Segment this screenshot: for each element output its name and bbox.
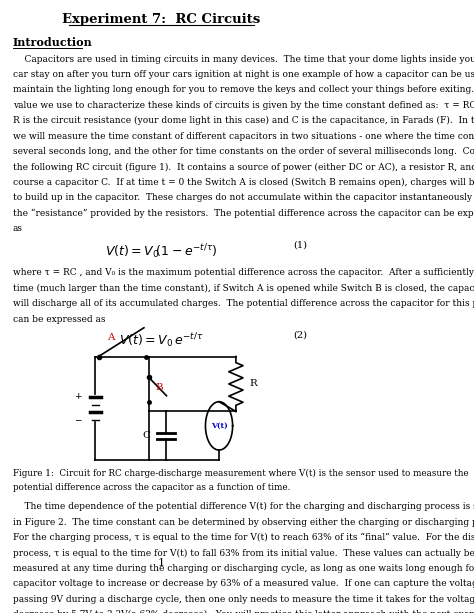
Text: as: as	[13, 224, 23, 233]
Text: R: R	[249, 379, 257, 389]
Text: Experiment 7:  RC Circuits: Experiment 7: RC Circuits	[63, 13, 261, 26]
Text: maintain the lighting long enough for you to remove the keys and collect your th: maintain the lighting long enough for yo…	[13, 85, 474, 94]
Text: For the charging process, τ is equal to the time for V(t) to reach 63% of its “f: For the charging process, τ is equal to …	[13, 533, 474, 543]
Text: will discharge all of its accumulated charges.  The potential difference across : will discharge all of its accumulated ch…	[13, 299, 474, 308]
Text: measured at any time during the charging or discharging cycle, as long as one wa: measured at any time during the charging…	[13, 564, 474, 573]
Text: $V(t) = V_0\,e^{-t/\tau}$: $V(t) = V_0\,e^{-t/\tau}$	[119, 332, 204, 351]
Text: to build up in the capacitor.  These charges do not accumulate within the capaci: to build up in the capacitor. These char…	[13, 193, 474, 202]
Text: The time dependence of the potential difference V(t) for the charging and discha: The time dependence of the potential dif…	[13, 502, 474, 511]
Text: B: B	[155, 383, 163, 392]
Text: −: −	[74, 415, 82, 424]
Text: process, τ is equal to the time for V(t) to fall 63% from its initial value.  Th: process, τ is equal to the time for V(t)…	[13, 549, 474, 558]
Text: C: C	[142, 431, 150, 440]
Text: car stay on after you turn off your cars ignition at night is one example of how: car stay on after you turn off your cars…	[13, 70, 474, 79]
Text: 1: 1	[158, 558, 165, 568]
Text: (2): (2)	[293, 330, 307, 339]
Text: where τ = RC , and V₀ is the maximum potential difference across the capacitor. : where τ = RC , and V₀ is the maximum pot…	[13, 268, 474, 278]
Text: in Figure 2.  The time constant can be determined by observing either the chargi: in Figure 2. The time constant can be de…	[13, 517, 474, 527]
Text: +: +	[74, 392, 82, 402]
Text: A: A	[107, 333, 114, 342]
Text: Figure 1:  Circuit for RC charge-discharge measurement where V(t) is the sensor : Figure 1: Circuit for RC charge-discharg…	[13, 470, 469, 478]
Text: capacitor voltage to increase or decrease by 63% of a measured value.  If one ca: capacitor voltage to increase or decreas…	[13, 579, 474, 588]
Text: $V(t) = V_0\!\left(1 - e^{-t/\tau}\right)$: $V(t) = V_0\!\left(1 - e^{-t/\tau}\right…	[105, 242, 218, 261]
Text: course a capacitor C.  If at time t = 0 the Switch A is closed (Switch B remains: course a capacitor C. If at time t = 0 t…	[13, 178, 474, 187]
Text: value we use to characterize these kinds of circuits is given by the time consta: value we use to characterize these kinds…	[13, 101, 474, 110]
Text: Capacitors are used in timing circuits in many devices.  The time that your dome: Capacitors are used in timing circuits i…	[13, 55, 474, 64]
Text: V(t): V(t)	[210, 422, 228, 430]
Text: decrease by 5.7V to 3.3V(a 63% decrease).  You will practice this latter approac: decrease by 5.7V to 3.3V(a 63% decrease)…	[13, 610, 474, 613]
Text: Introduction: Introduction	[13, 37, 93, 48]
Text: R is the circuit resistance (your dome light in this case) and C is the capacita: R is the circuit resistance (your dome l…	[13, 116, 474, 126]
Text: passing 9V during a discharge cycle, then one only needs to measure the time it : passing 9V during a discharge cycle, the…	[13, 595, 474, 604]
Text: the following RC circuit (figure 1).  It contains a source of power (either DC o: the following RC circuit (figure 1). It …	[13, 162, 474, 172]
Text: the “resistance” provided by the resistors.  The potential difference across the: the “resistance” provided by the resisto…	[13, 209, 474, 218]
Text: (1): (1)	[293, 240, 307, 249]
Text: several seconds long, and the other for time constants on the order of several m: several seconds long, and the other for …	[13, 147, 474, 156]
Text: time (much larger than the time constant), if Switch A is opened while Switch B : time (much larger than the time constant…	[13, 284, 474, 293]
Text: potential difference across the capacitor as a function of time.: potential difference across the capacito…	[13, 484, 290, 492]
Text: we will measure the time constant of different capacitors in two situations - on: we will measure the time constant of dif…	[13, 132, 474, 141]
Text: can be expressed as: can be expressed as	[13, 314, 105, 324]
